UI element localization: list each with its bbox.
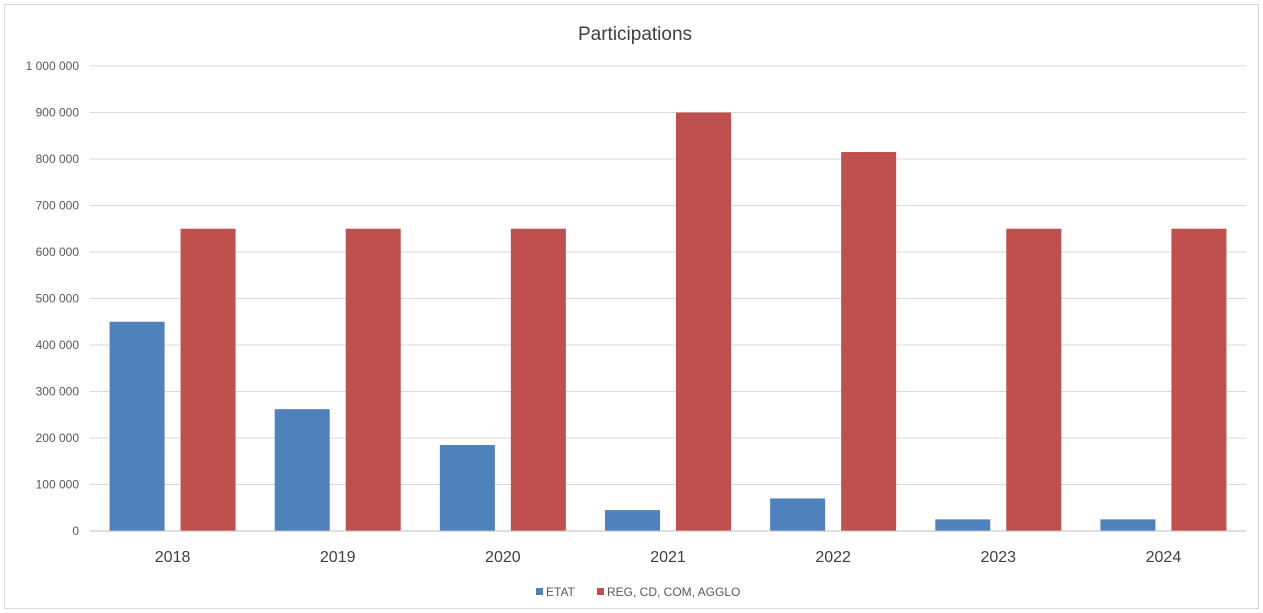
bar-etat-2018 [109, 321, 165, 531]
x-tick-label: 2023 [980, 549, 1016, 566]
y-tick-label: 300 000 [36, 385, 80, 399]
bar-reg-cd-com-agglo-2024 [1171, 228, 1227, 531]
legend: ETAT REG, CD, COM, AGGLO [536, 585, 740, 599]
y-tick-label: 500 000 [36, 292, 80, 306]
bar-etat-2020 [439, 444, 495, 531]
bar-reg-cd-com-agglo-2023 [1006, 228, 1062, 531]
y-tick-label: 200 000 [36, 431, 80, 445]
y-tick-label: 1 000 000 [26, 59, 80, 73]
gridlines [90, 65, 1246, 485]
bar-reg-cd-com-agglo-2019 [345, 228, 401, 531]
legend-label: ETAT [546, 585, 576, 599]
bar-reg-cd-com-agglo-2021 [676, 112, 731, 531]
bar-reg-cd-com-agglo-2020 [510, 228, 566, 531]
y-tick-label: 700 000 [36, 199, 80, 213]
x-tick-label: 2022 [815, 549, 851, 566]
bars [109, 112, 1227, 531]
y-tick-label: 0 [72, 524, 79, 538]
y-tick-label: 800 000 [36, 152, 80, 166]
y-tick-label: 100 000 [36, 478, 80, 492]
y-tick-label: 400 000 [36, 338, 80, 352]
legend-swatch [597, 588, 604, 595]
x-axis: 2018 2019 2020 2021 2022 2023 2024 [90, 530, 1246, 566]
x-tick-label: 2019 [320, 549, 356, 566]
x-tick-label: 2020 [485, 549, 521, 566]
bar-reg-cd-com-agglo-2018 [180, 228, 236, 531]
bar-etat-2019 [274, 409, 330, 531]
x-tick-label: 2024 [1146, 549, 1182, 566]
bar-etat-2024 [1100, 519, 1156, 531]
chart-title: Participations [578, 24, 692, 45]
y-tick-label: 600 000 [36, 245, 80, 259]
x-tick-label: 2018 [155, 549, 191, 566]
bar-etat-2023 [935, 519, 991, 531]
x-tick-label: 2021 [650, 549, 686, 566]
legend-swatch [536, 588, 543, 595]
bar-etat-2022 [770, 498, 826, 531]
y-axis-ticks: 0 100 000 200 000 300 000 400 000 500 000 600 … [26, 59, 80, 538]
bar-etat-2021 [605, 510, 660, 531]
legend-label: REG, CD, COM, AGGLO [607, 585, 740, 599]
y-tick-label: 900 000 [36, 106, 80, 120]
bar-reg-cd-com-agglo-2022 [841, 152, 897, 531]
